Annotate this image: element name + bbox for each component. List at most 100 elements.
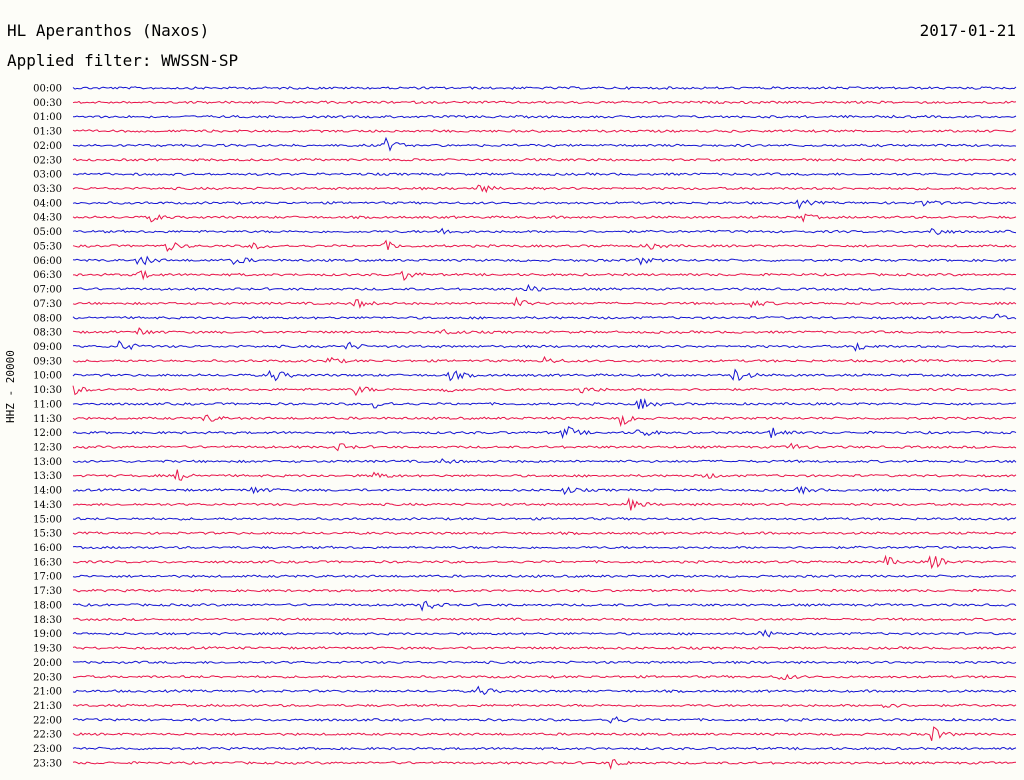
row-time-label: 08:30 <box>33 328 62 339</box>
trace-line <box>72 100 1017 105</box>
trace-line <box>72 726 1017 741</box>
row-time-label: 06:30 <box>33 270 62 281</box>
row-time-label: 05:30 <box>33 241 62 252</box>
trace-line <box>72 617 1017 622</box>
trace-line <box>72 746 1017 751</box>
row-time-label: 22:30 <box>33 730 62 741</box>
trace-line <box>72 458 1017 464</box>
row-time-label: 23:30 <box>33 758 62 769</box>
row-time-label: 22:00 <box>33 715 62 726</box>
trace-line <box>72 313 1017 320</box>
trace-line <box>72 227 1017 235</box>
trace-line <box>72 685 1017 696</box>
trace-line <box>72 199 1017 210</box>
row-time-label: 23:00 <box>33 744 62 755</box>
row-time-label: 07:30 <box>33 299 62 310</box>
trace-line <box>72 136 1017 152</box>
trace-line <box>72 414 1017 428</box>
trace-line <box>72 469 1017 481</box>
row-time-label: 14:30 <box>33 500 62 511</box>
trace-line <box>72 545 1017 550</box>
trace-line <box>72 296 1017 309</box>
trace-line <box>72 114 1017 119</box>
trace-line <box>72 759 1017 771</box>
row-time-label: 14:00 <box>33 486 62 497</box>
row-time-label: 03:00 <box>33 170 62 181</box>
trace-line <box>72 588 1016 593</box>
trace-line <box>72 497 1017 511</box>
date-label: 2017-01-21 <box>919 21 1016 40</box>
row-time-label: 12:00 <box>33 428 62 439</box>
filter-label: Applied filter: WWSSN-SP <box>7 51 239 70</box>
row-time-label: 01:30 <box>33 127 62 138</box>
row-time-label: 06:00 <box>33 256 62 267</box>
row-time-label: 11:30 <box>33 414 62 425</box>
row-time-label: 05:00 <box>33 227 62 238</box>
row-time-label: 19:00 <box>33 629 62 640</box>
trace-line <box>72 213 1017 223</box>
row-time-label: 15:30 <box>33 529 62 540</box>
row-time-label: 11:00 <box>33 399 62 410</box>
row-time-label: 19:30 <box>33 644 62 655</box>
trace-line <box>72 385 1017 397</box>
row-time-label: 04:30 <box>33 213 62 224</box>
trace-line <box>72 646 1017 650</box>
trace-line <box>72 172 1017 177</box>
row-time-label: 16:00 <box>33 543 62 554</box>
trace-line <box>72 355 1017 364</box>
row-time-label: 16:30 <box>33 557 62 568</box>
row-time-label: 00:30 <box>33 98 62 109</box>
station-title: HL Aperanthos (Naxos) <box>7 21 210 40</box>
trace-line <box>72 531 1017 536</box>
trace-line <box>72 129 1017 133</box>
row-time-label: 12:30 <box>33 443 62 454</box>
trace-line <box>72 574 1017 579</box>
row-time-label: 00:00 <box>33 84 62 95</box>
row-time-label: 13:00 <box>33 457 62 468</box>
trace-line <box>72 673 1017 680</box>
trace-line <box>72 340 1017 352</box>
trace-line <box>72 327 1017 335</box>
row-time-label: 04:00 <box>33 198 62 209</box>
row-time-label: 20:00 <box>33 658 62 669</box>
row-time-label: 17:00 <box>33 572 62 583</box>
row-time-label: 01:00 <box>33 112 62 123</box>
trace-line <box>72 397 1016 410</box>
trace-line <box>72 716 1017 724</box>
row-time-label: 13:30 <box>33 471 62 482</box>
row-time-label: 10:00 <box>33 371 62 382</box>
row-time-label: 21:30 <box>33 701 62 712</box>
row-time-label: 21:00 <box>33 687 62 698</box>
row-time-label: 07:00 <box>33 285 62 296</box>
trace-line <box>72 283 1017 292</box>
trace-line <box>72 239 1017 252</box>
trace-line <box>72 516 1017 521</box>
row-time-label: 10:30 <box>33 385 62 396</box>
trace-line <box>72 368 1017 382</box>
trace-line <box>72 255 1017 266</box>
trace-line <box>72 629 1017 638</box>
trace-line <box>72 442 1017 452</box>
row-time-label: 20:30 <box>33 672 62 683</box>
trace-line <box>72 600 1017 612</box>
row-time-label: 18:00 <box>33 600 62 611</box>
trace-line <box>72 485 1017 496</box>
trace-line <box>72 554 1017 570</box>
trace-line <box>72 703 1017 709</box>
row-time-label: 02:30 <box>33 155 62 166</box>
trace-line <box>73 269 1017 281</box>
trace-line <box>72 426 1017 440</box>
trace-line <box>72 86 1017 91</box>
row-time-label: 03:30 <box>33 184 62 195</box>
trace-line <box>72 184 1017 194</box>
row-time-label: 09:30 <box>33 356 62 367</box>
row-time-label: 15:00 <box>33 514 62 525</box>
row-time-label: 17:30 <box>33 586 62 597</box>
row-time-label: 09:00 <box>33 342 62 353</box>
trace-line <box>72 157 1017 162</box>
row-time-label: 08:00 <box>33 313 62 324</box>
row-time-label: 02:00 <box>33 141 62 152</box>
row-time-label: 18:30 <box>33 615 62 626</box>
trace-line <box>72 660 1017 665</box>
